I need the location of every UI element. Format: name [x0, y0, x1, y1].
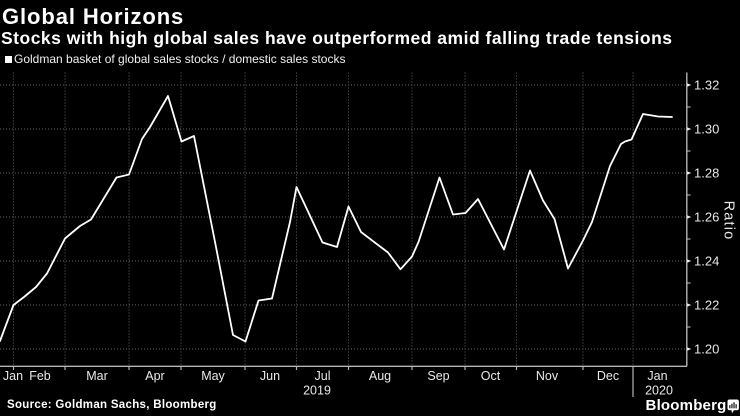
svg-text:Jan: Jan	[647, 369, 667, 383]
svg-text:2019: 2019	[303, 384, 331, 398]
svg-text:Nov: Nov	[536, 369, 559, 383]
svg-text:1.32: 1.32	[694, 78, 719, 93]
svg-text:Ratio: Ratio	[721, 201, 737, 241]
svg-text:1.24: 1.24	[694, 254, 719, 269]
svg-text:Jun: Jun	[260, 369, 280, 383]
svg-text:1.22: 1.22	[694, 298, 719, 313]
svg-text:Feb: Feb	[29, 369, 51, 383]
svg-text:Dec: Dec	[597, 369, 619, 383]
svg-text:Jul: Jul	[315, 369, 331, 383]
svg-text:Jan: Jan	[3, 369, 23, 383]
svg-text:1.30: 1.30	[694, 122, 719, 137]
svg-text:1.20: 1.20	[694, 342, 719, 357]
svg-text:Mar: Mar	[86, 369, 108, 383]
svg-text:May: May	[201, 369, 225, 383]
svg-text:1.26: 1.26	[694, 210, 719, 225]
svg-text:Oct: Oct	[481, 369, 501, 383]
svg-text:1.28: 1.28	[694, 166, 719, 181]
svg-text:Aug: Aug	[369, 369, 391, 383]
svg-text:2020: 2020	[645, 384, 673, 398]
svg-text:Sep: Sep	[427, 369, 449, 383]
svg-text:Apr: Apr	[145, 369, 164, 383]
